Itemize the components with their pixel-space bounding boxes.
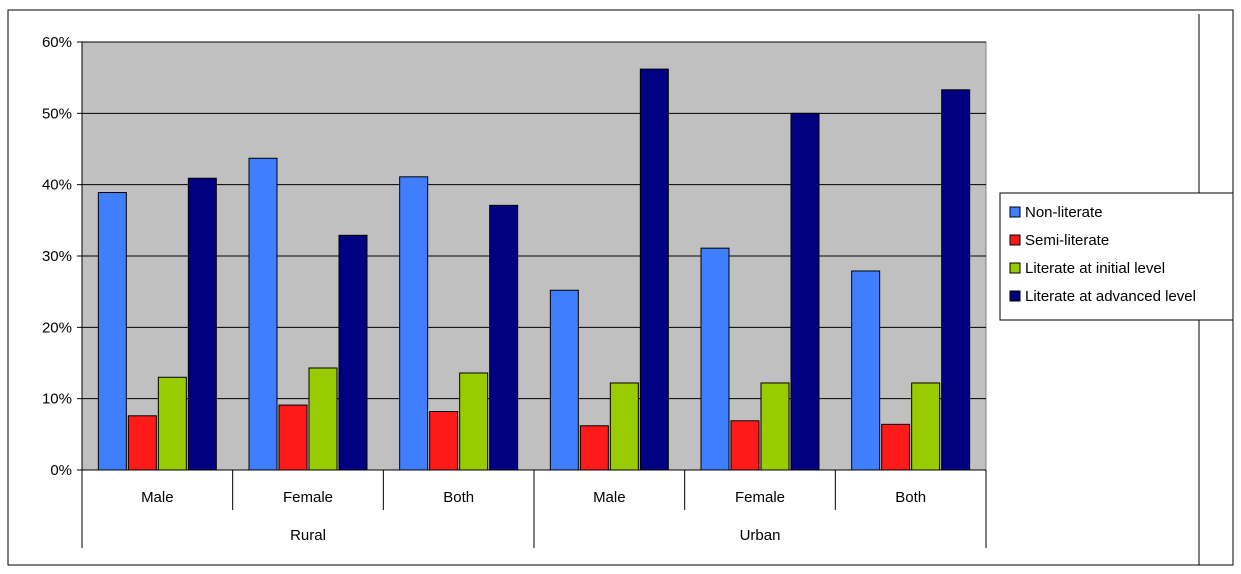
x-category-label: Both bbox=[443, 489, 474, 506]
x-group-label: Urban bbox=[740, 527, 781, 544]
x-category-label: Male bbox=[141, 489, 174, 506]
legend-swatch bbox=[1009, 234, 1021, 246]
bar bbox=[549, 289, 579, 471]
legend-swatch bbox=[1009, 206, 1021, 218]
bar bbox=[941, 89, 971, 471]
y-tick-label: 50% bbox=[42, 105, 72, 122]
bar bbox=[157, 376, 187, 471]
x-category-label: Female bbox=[283, 489, 333, 506]
bar bbox=[730, 420, 760, 471]
bar bbox=[248, 157, 278, 471]
x-category-label: Male bbox=[593, 489, 626, 506]
bar bbox=[609, 382, 639, 471]
bar bbox=[459, 372, 489, 471]
y-tick-label: 20% bbox=[42, 319, 72, 336]
bar bbox=[790, 112, 820, 471]
y-tick-label: 10% bbox=[42, 391, 72, 408]
y-tick-label: 30% bbox=[42, 248, 72, 265]
bar bbox=[278, 404, 308, 471]
bar bbox=[579, 425, 609, 471]
bar bbox=[911, 382, 941, 471]
bar bbox=[187, 177, 217, 471]
legend-label: Literate at initial level bbox=[1025, 260, 1165, 277]
bar bbox=[760, 382, 790, 471]
bar bbox=[338, 234, 368, 471]
legend-label: Non-literate bbox=[1025, 204, 1103, 221]
x-group-label: Rural bbox=[290, 527, 326, 544]
x-category-label: Female bbox=[735, 489, 785, 506]
bar bbox=[127, 415, 157, 471]
x-category-label: Both bbox=[895, 489, 926, 506]
bar bbox=[851, 270, 881, 471]
bar bbox=[881, 423, 911, 471]
bar bbox=[429, 411, 459, 471]
legend-label: Semi-literate bbox=[1025, 232, 1109, 249]
legend-box bbox=[999, 192, 1234, 321]
y-tick-label: 0% bbox=[50, 462, 72, 479]
y-tick-label: 40% bbox=[42, 177, 72, 194]
bar bbox=[700, 247, 730, 471]
bar bbox=[399, 176, 429, 471]
legend-swatch bbox=[1009, 290, 1021, 302]
bar bbox=[97, 192, 127, 471]
bar bbox=[639, 68, 669, 471]
legend-label: Literate at advanced level bbox=[1025, 288, 1196, 305]
bar bbox=[308, 367, 338, 471]
legend-swatch bbox=[1009, 262, 1021, 274]
y-tick-label: 60% bbox=[42, 34, 72, 51]
bar bbox=[489, 204, 519, 471]
